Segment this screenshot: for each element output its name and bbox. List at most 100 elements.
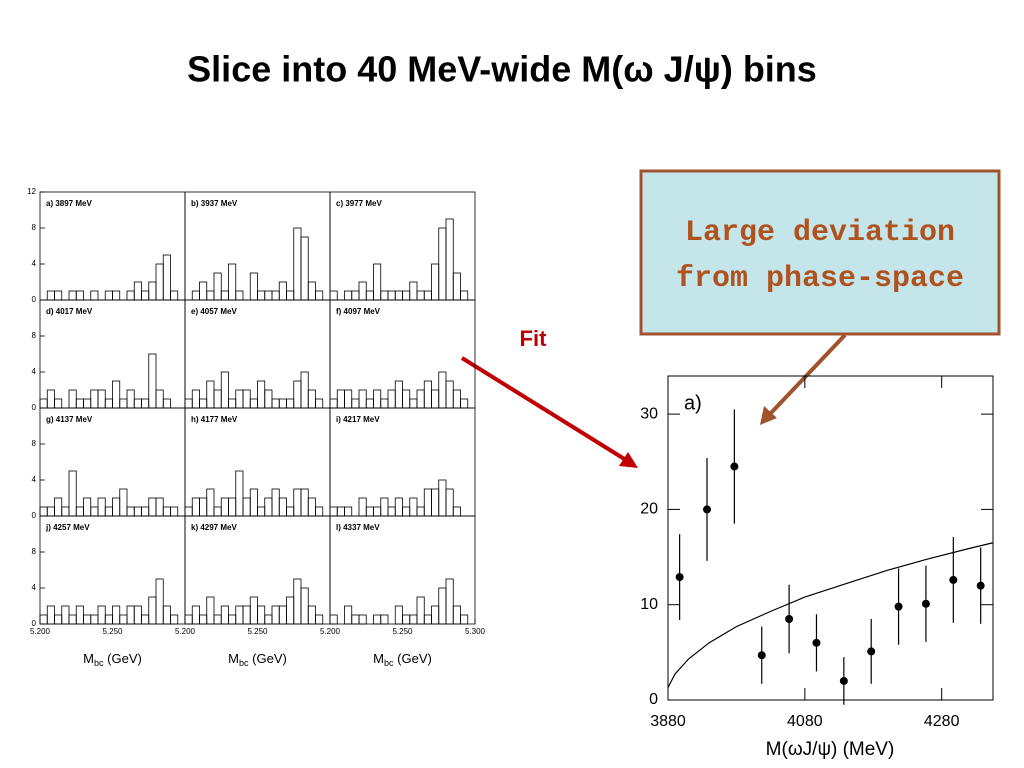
hist-bar — [445, 218, 454, 301]
hist-bar — [206, 290, 215, 301]
hist-bar — [75, 398, 84, 409]
hist-bar — [83, 398, 92, 409]
hist-bar — [220, 605, 229, 625]
hist-bar — [141, 290, 150, 301]
hist-bar — [409, 281, 418, 301]
hist-bar — [286, 398, 295, 409]
x-label-unit: (GeV) — [249, 651, 287, 666]
hist-bar — [162, 254, 171, 301]
hist-bar — [61, 506, 70, 517]
hist-bar — [235, 389, 244, 409]
hist-bar — [423, 488, 432, 517]
x-axis-label: M(ωJ/ψ) (MeV) — [766, 739, 895, 760]
hist-bar — [271, 605, 280, 625]
hist-bar — [380, 614, 389, 625]
data-point — [921, 599, 930, 608]
hist-bar — [199, 398, 208, 409]
hist-bar — [75, 290, 84, 301]
hist-bar — [431, 488, 440, 517]
hist-bar — [373, 389, 382, 409]
hist-bar — [431, 263, 440, 301]
hist-bar — [39, 506, 48, 517]
hist-bar — [148, 497, 157, 517]
hist-bar — [373, 614, 382, 625]
x-tick-label: 5.300 — [465, 627, 486, 636]
hist-bar — [184, 614, 193, 625]
hist-bar — [184, 506, 193, 517]
hist-bar — [409, 497, 418, 517]
hist-bar — [264, 389, 273, 409]
hist-bar — [329, 506, 338, 517]
y-tick-label: 4 — [32, 475, 37, 484]
hist-bar — [220, 497, 229, 517]
hist-bar — [199, 614, 208, 625]
hist-bar — [104, 398, 113, 409]
hist-bar — [438, 371, 447, 409]
panel-label: a) — [684, 392, 702, 414]
hist-bar — [242, 497, 251, 517]
panel-label: h) 4177 MeV — [191, 415, 238, 424]
hist-bar — [387, 506, 396, 517]
hist-bar — [416, 506, 425, 517]
hist-bar — [402, 506, 411, 517]
hist-bar — [336, 389, 345, 409]
hist-bar — [75, 605, 84, 625]
y-tick-label: 4 — [32, 367, 37, 376]
hist-bar — [199, 281, 208, 301]
hist-bar — [264, 614, 273, 625]
hist-bar — [416, 596, 425, 625]
hist-bar — [126, 605, 135, 625]
hist-bar — [452, 272, 461, 301]
hist-bar — [126, 290, 135, 301]
hist-bar — [431, 389, 440, 409]
hist-bar — [394, 380, 403, 409]
hist-bar — [184, 398, 193, 409]
hist-bar — [452, 605, 461, 625]
hist-bar — [358, 281, 367, 301]
hist-bar — [460, 290, 469, 301]
hist-bar — [438, 227, 447, 301]
x-tick-label: 5.250 — [247, 627, 268, 636]
hist-bar — [409, 398, 418, 409]
hist-bar — [438, 479, 447, 517]
fit-curve — [667, 542, 994, 688]
y-tick-label: 30 — [640, 405, 658, 422]
hist-bar — [235, 605, 244, 625]
hist-bar — [409, 614, 418, 625]
hist-bar — [344, 290, 353, 301]
hist-bar — [213, 389, 222, 409]
hist-bar — [133, 398, 142, 409]
hist-bar — [358, 614, 367, 625]
y-tick-label: 12 — [27, 187, 36, 196]
callout-arrow — [768, 333, 847, 416]
hist-bar — [445, 488, 454, 517]
hist-bar — [300, 488, 309, 517]
hist-bar — [431, 605, 440, 625]
hist-bar — [46, 605, 55, 625]
hist-bar — [365, 506, 374, 517]
hist-bar — [278, 497, 287, 517]
fit-label: Fit — [520, 326, 548, 351]
hist-bar — [373, 263, 382, 301]
x-axis-label: Mbc (GeV) — [83, 651, 142, 668]
hist-bar — [365, 398, 374, 409]
x-axis-label: Mbc (GeV) — [228, 651, 287, 668]
hist-bar — [271, 398, 280, 409]
hist-bar — [329, 614, 338, 625]
hist-bar — [68, 470, 77, 517]
hist-bar — [249, 488, 258, 517]
hist-bar — [220, 290, 229, 301]
hist-bar — [83, 497, 92, 517]
hist-bar — [315, 506, 324, 517]
data-point — [839, 676, 848, 685]
hist-bar — [228, 263, 237, 301]
hist-bar — [235, 290, 244, 301]
hist-bar — [300, 587, 309, 625]
hist-bar — [54, 290, 63, 301]
hist-bar — [394, 497, 403, 517]
y-tick-label: 4 — [32, 259, 37, 268]
x-label-main: M — [373, 651, 384, 666]
hist-bar — [191, 389, 200, 409]
hist-bar — [112, 290, 121, 301]
hist-bar — [199, 497, 208, 517]
